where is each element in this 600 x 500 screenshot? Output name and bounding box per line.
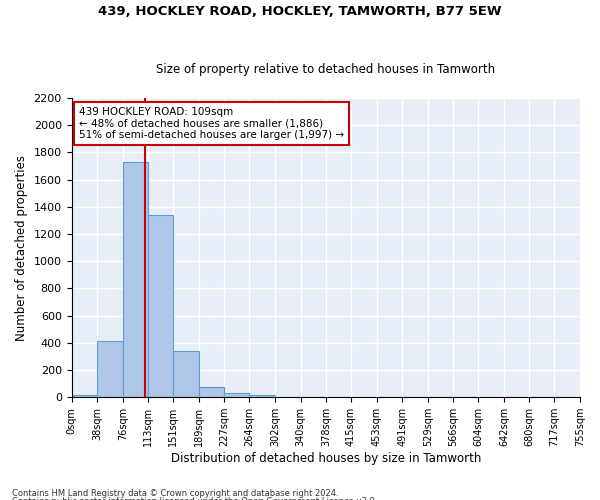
Y-axis label: Number of detached properties: Number of detached properties	[15, 154, 28, 340]
Bar	[71, 395, 97, 397]
Text: 439, HOCKLEY ROAD, HOCKLEY, TAMWORTH, B77 5EW: 439, HOCKLEY ROAD, HOCKLEY, TAMWORTH, B7…	[98, 5, 502, 18]
Text: Contains HM Land Registry data © Crown copyright and database right 2024.: Contains HM Land Registry data © Crown c…	[12, 488, 338, 498]
Bar	[123, 162, 148, 397]
X-axis label: Distribution of detached houses by size in Tamworth: Distribution of detached houses by size …	[170, 452, 481, 465]
Bar	[148, 215, 173, 397]
Bar	[199, 387, 224, 397]
Text: 439 HOCKLEY ROAD: 109sqm
← 48% of detached houses are smaller (1,886)
51% of sem: 439 HOCKLEY ROAD: 109sqm ← 48% of detach…	[79, 107, 344, 140]
Bar	[173, 351, 199, 397]
Bar	[250, 395, 275, 397]
Bar	[224, 393, 250, 397]
Text: Contains public sector information licensed under the Open Government Licence v3: Contains public sector information licen…	[12, 497, 377, 500]
Bar	[97, 342, 123, 397]
Title: Size of property relative to detached houses in Tamworth: Size of property relative to detached ho…	[156, 63, 496, 76]
